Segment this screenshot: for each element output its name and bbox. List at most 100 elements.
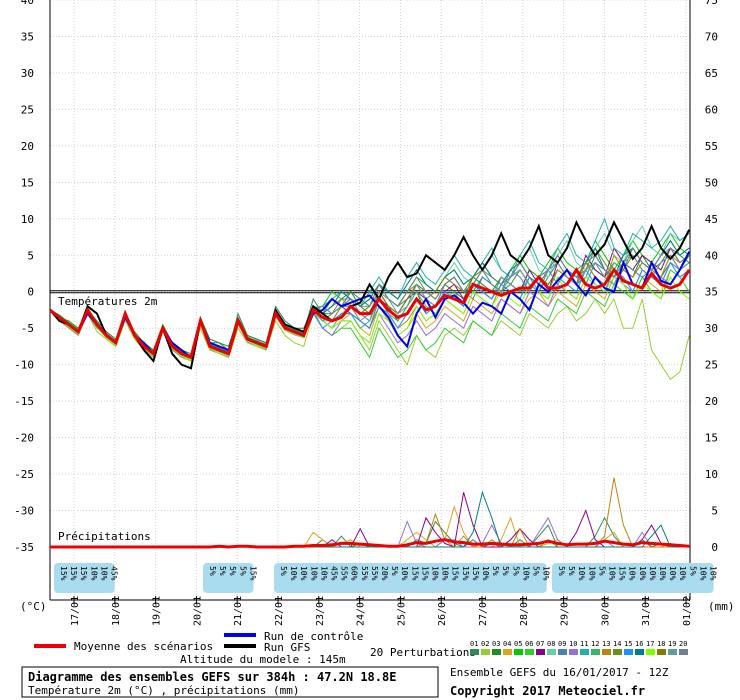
date-label: 19/01 bbox=[152, 596, 163, 626]
snow-percent-label: 10% bbox=[89, 566, 98, 581]
snow-percent-label: 5% bbox=[208, 566, 217, 576]
left-tick-label: -10 bbox=[14, 359, 34, 372]
perturbation-swatch bbox=[668, 649, 677, 655]
right-tick-label: 10 bbox=[705, 468, 718, 481]
left-tick-label: -20 bbox=[14, 432, 34, 445]
snow-percent-label: 5% bbox=[532, 566, 541, 576]
snow-percent-label: 45% bbox=[110, 566, 119, 581]
perturbation-swatch bbox=[481, 649, 490, 655]
date-label: 22/01 bbox=[274, 596, 285, 626]
mean-temperature-line bbox=[49, 267, 691, 360]
perturbation-number: 20 bbox=[679, 640, 687, 648]
snow-percent-label: 55% bbox=[340, 566, 349, 581]
right-tick-label: 45 bbox=[705, 213, 718, 226]
right-tick-label: 60 bbox=[705, 103, 718, 116]
snow-percent-label: 10% bbox=[542, 566, 551, 581]
snow-percent-label: 15% bbox=[248, 566, 257, 581]
perturbation-number: 02 bbox=[481, 640, 489, 648]
left-tick-label: -15 bbox=[14, 395, 34, 408]
right-unit-label: (mm) bbox=[708, 600, 735, 613]
perturbation-swatch bbox=[679, 649, 688, 655]
chart-grid bbox=[50, 0, 690, 600]
snow-percent-label: 60% bbox=[350, 566, 359, 581]
date-label: 20/01 bbox=[192, 596, 203, 626]
date-label: 01/02 bbox=[682, 596, 693, 626]
date-label: 23/01 bbox=[315, 596, 326, 626]
perturbation-number: 01 bbox=[470, 640, 478, 648]
right-tick-label: 0 bbox=[711, 541, 718, 554]
snow-window bbox=[274, 563, 547, 593]
date-label: 17/01 bbox=[70, 596, 81, 626]
perturbation-number: 08 bbox=[547, 640, 555, 648]
right-tick-label: 5 bbox=[711, 505, 718, 518]
perturbation-swatch bbox=[657, 649, 666, 655]
date-label: 30/01 bbox=[600, 596, 611, 626]
date-label: 29/01 bbox=[560, 596, 571, 626]
perturbation-number: 18 bbox=[657, 640, 665, 648]
perturbation-swatch bbox=[635, 649, 644, 655]
date-axis-labels: 17/01 18/01 19/01 20/01 21/01 22/01 23/01 24/01… bbox=[70, 596, 693, 626]
perturbation-swatch bbox=[646, 649, 655, 655]
legend-perturbations-label: 20 Perturbations bbox=[370, 646, 476, 659]
legend-mean-label: Moyenne des scénarios bbox=[74, 640, 213, 653]
perturbation-swatch bbox=[569, 649, 578, 655]
right-tick-label: 75 bbox=[705, 0, 718, 7]
right-tick-label: 50 bbox=[705, 176, 718, 189]
perturbation-number: 10 bbox=[569, 640, 577, 648]
perturbation-number: 05 bbox=[514, 640, 522, 648]
snow-percent-label: 10% bbox=[319, 566, 328, 581]
left-tick-label: -35 bbox=[14, 541, 34, 554]
snow-percent-label: 5% bbox=[567, 566, 576, 576]
snow-percent-label: 10% bbox=[521, 566, 530, 581]
run-info: Ensemble GEFS du 16/01/2017 - 12Z bbox=[450, 666, 669, 679]
left-tick-label: 5 bbox=[27, 249, 34, 262]
snow-percent-label: 10% bbox=[99, 566, 108, 581]
snow-percent-label: 10% bbox=[638, 566, 647, 581]
date-label: 27/01 bbox=[478, 596, 489, 626]
perturbation-number: 09 bbox=[558, 640, 566, 648]
snow-percent-label: 15% bbox=[451, 566, 460, 581]
left-tick-label: 30 bbox=[21, 67, 34, 80]
snow-probability-strip: 15% 15% 15% 10% 10% 45% 5% 5% 5% 5% 15% 5% 10% 10% 10%… bbox=[54, 563, 718, 593]
left-tick-label: 35 bbox=[21, 30, 34, 43]
snow-percent-label: 15% bbox=[461, 566, 470, 581]
perturbation-swatch bbox=[602, 649, 611, 655]
left-tick-label: 20 bbox=[21, 140, 34, 153]
right-tick-label: 40 bbox=[705, 249, 718, 262]
snow-window bbox=[54, 563, 115, 593]
date-label: 18/01 bbox=[111, 596, 122, 626]
title-box: Diagramme des ensembles GEFS sur 384h : … bbox=[21, 666, 439, 698]
right-tick-label: 65 bbox=[705, 67, 718, 80]
right-tick-label: 55 bbox=[705, 140, 718, 153]
snow-percent-label: 45% bbox=[330, 566, 339, 581]
altitude-label: Altitude du modele : 145m bbox=[180, 653, 346, 666]
date-label: 21/01 bbox=[233, 596, 244, 626]
snow-percent-label: 15% bbox=[410, 566, 419, 581]
snow-percent-label: 10% bbox=[299, 566, 308, 581]
snow-percent-label: 10% bbox=[577, 566, 586, 581]
chart-title: Diagramme des ensembles GEFS sur 384h : … bbox=[28, 670, 396, 684]
left-tick-label: -30 bbox=[14, 505, 34, 518]
perturbation-number: 19 bbox=[668, 640, 676, 648]
snow-percent-label: 20% bbox=[380, 566, 389, 581]
perturbation-number: 07 bbox=[536, 640, 544, 648]
right-tick-label: 70 bbox=[705, 30, 718, 43]
perturbation-number: 06 bbox=[525, 640, 533, 648]
legend-control-label: Run de contrôle bbox=[264, 630, 363, 643]
chart-subtitle: Température 2m (°C) , précipitations (mm… bbox=[28, 684, 300, 697]
perturbation-number: 03 bbox=[492, 640, 500, 648]
left-tick-label: 25 bbox=[21, 103, 34, 116]
snow-percent-label: 55% bbox=[360, 566, 369, 581]
perturbation-swatch bbox=[514, 649, 523, 655]
perturbation-swatch bbox=[536, 649, 545, 655]
left-axis-ticks: 40 35 30 25 20 15 10 5 0 -5 -10 -15 -20 -25 -30 -35 bbox=[14, 0, 34, 554]
perturbation-legend: 01 02 03 04 05 06 07 08 09 10 11 12 13 14 15 16 17 18 19 20 bbox=[470, 640, 688, 655]
legend-gfs-label: Run GFS bbox=[264, 641, 310, 654]
snow-percent-label: 10% bbox=[587, 566, 596, 581]
snow-percent-label: 10% bbox=[431, 566, 440, 581]
snow-percent-label: 15% bbox=[79, 566, 88, 581]
snow-percent-label: 10% bbox=[648, 566, 657, 581]
snow-percent-label: 15% bbox=[420, 566, 429, 581]
snow-percent-label: 15% bbox=[471, 566, 480, 581]
